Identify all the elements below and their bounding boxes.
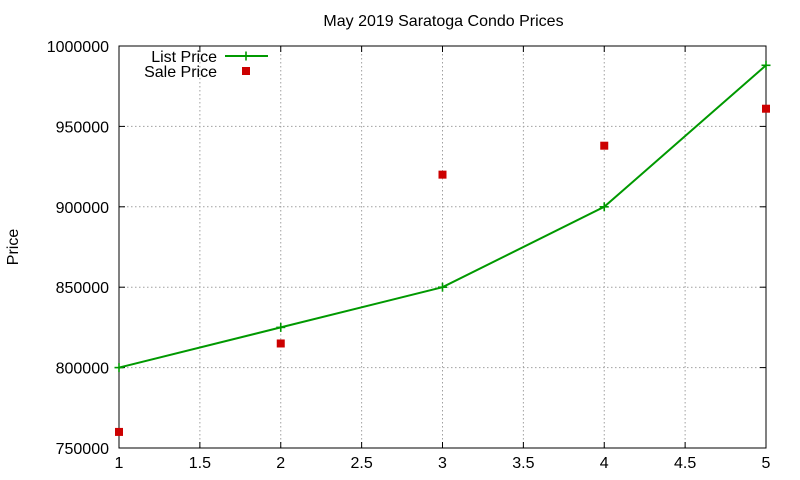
- sale-price-point: [276, 339, 285, 348]
- x-tick-label: 1: [115, 455, 124, 472]
- x-tick-label: 1.5: [189, 455, 211, 472]
- sale-price-point: [438, 170, 447, 179]
- x-tick-label: 3: [438, 455, 447, 472]
- x-tick-label: 3.5: [512, 455, 534, 472]
- y-axis-label: Price: [5, 229, 22, 266]
- grid: [119, 46, 766, 448]
- y-tick-label: 800000: [56, 361, 109, 378]
- y-tick-label: 850000: [56, 280, 109, 297]
- y-tick-label: 950000: [56, 119, 109, 136]
- list-price-point: [438, 282, 447, 292]
- y-tick-label: 750000: [56, 441, 109, 458]
- x-tick-label: 4.5: [674, 455, 696, 472]
- list-price-point: [761, 60, 771, 70]
- sale-price-point: [600, 141, 609, 150]
- legend-marker: [242, 67, 250, 75]
- axis-ticks: 1 1.5 2 2.5 3 3.5 4 4.5 5 750000 800000 850000 90000…: [47, 39, 771, 472]
- y-tick-label: 1000000: [47, 39, 109, 56]
- legend-label: List Price: [151, 49, 217, 66]
- sale-price-point: [115, 427, 123, 436]
- legend-label: Sale Price: [144, 64, 217, 81]
- list-price-point: [599, 202, 609, 212]
- legend-marker: [241, 51, 251, 61]
- x-tick-label: 4: [600, 455, 609, 472]
- chart-title: May 2019 Saratoga Condo Prices: [323, 13, 563, 30]
- list-price-point: [276, 322, 286, 332]
- sale-price-point: [762, 104, 770, 113]
- series: [114, 60, 771, 436]
- x-tick-label: 2.5: [351, 455, 373, 472]
- y-tick-label: 900000: [56, 200, 109, 217]
- list-price-point: [114, 363, 124, 373]
- x-tick-label: 2: [276, 455, 285, 472]
- x-tick-label: 5: [762, 455, 771, 472]
